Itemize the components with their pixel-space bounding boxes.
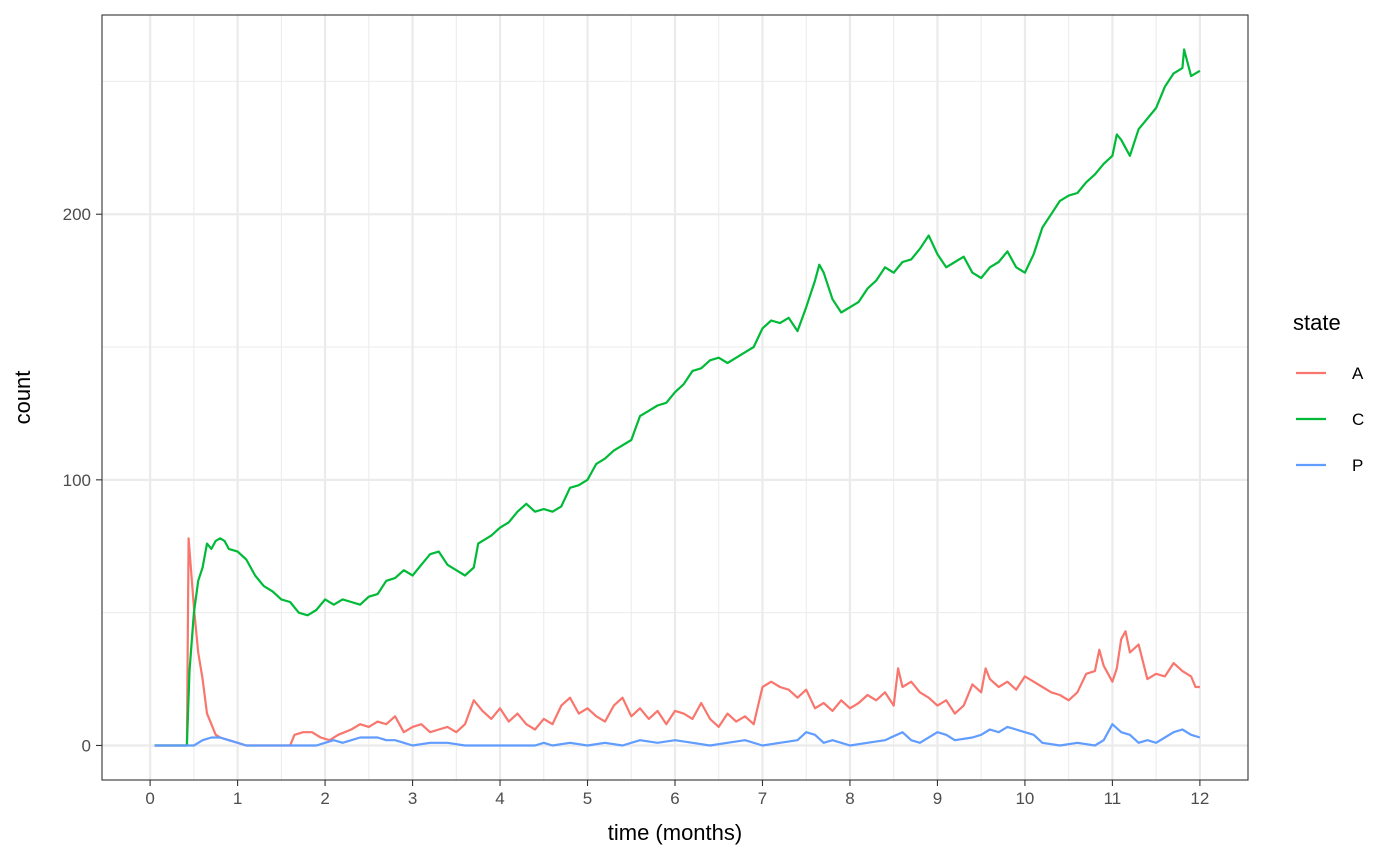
x-axis: 0 1 2 3 4 5 6 7 8 9 10 11 12 [145,780,1209,808]
x-tick-label-6: 6 [670,789,679,808]
x-tick-label-3: 3 [408,789,417,808]
x-tick-label-2: 2 [320,789,329,808]
x-tick-label-7: 7 [758,789,767,808]
x-tick-label-4: 4 [495,789,504,808]
series-lines [154,48,1201,747]
x-tick-label-12: 12 [1190,789,1209,808]
x-tick-label-10: 10 [1015,789,1034,808]
x-tick-label-9: 9 [933,789,942,808]
x-tick-label-1: 1 [233,789,242,808]
legend-label-A: A [1352,364,1364,383]
series-line-A [154,537,1200,747]
y-tick-label-2: 200 [63,205,91,224]
series-line-C [154,48,1201,747]
legend-label-P: P [1352,456,1363,475]
x-axis-title: time (months) [608,820,742,845]
y-tick-label-1: 100 [63,471,91,490]
x-tick-label-8: 8 [845,789,854,808]
y-tick-label-0: 0 [82,736,91,755]
series-line-P [154,723,1201,747]
major-gridlines [102,15,1248,780]
x-tick-label-5: 5 [583,789,592,808]
x-tick-label-0: 0 [145,789,154,808]
legend-label-C: C [1352,410,1364,429]
legend: state A C P [1293,310,1364,475]
x-tick-label-11: 11 [1104,789,1122,808]
y-axis: 0 100 200 [63,205,102,755]
minor-gridlines [102,15,1248,780]
legend-title: state [1293,310,1341,335]
y-axis-title: count [10,371,35,425]
